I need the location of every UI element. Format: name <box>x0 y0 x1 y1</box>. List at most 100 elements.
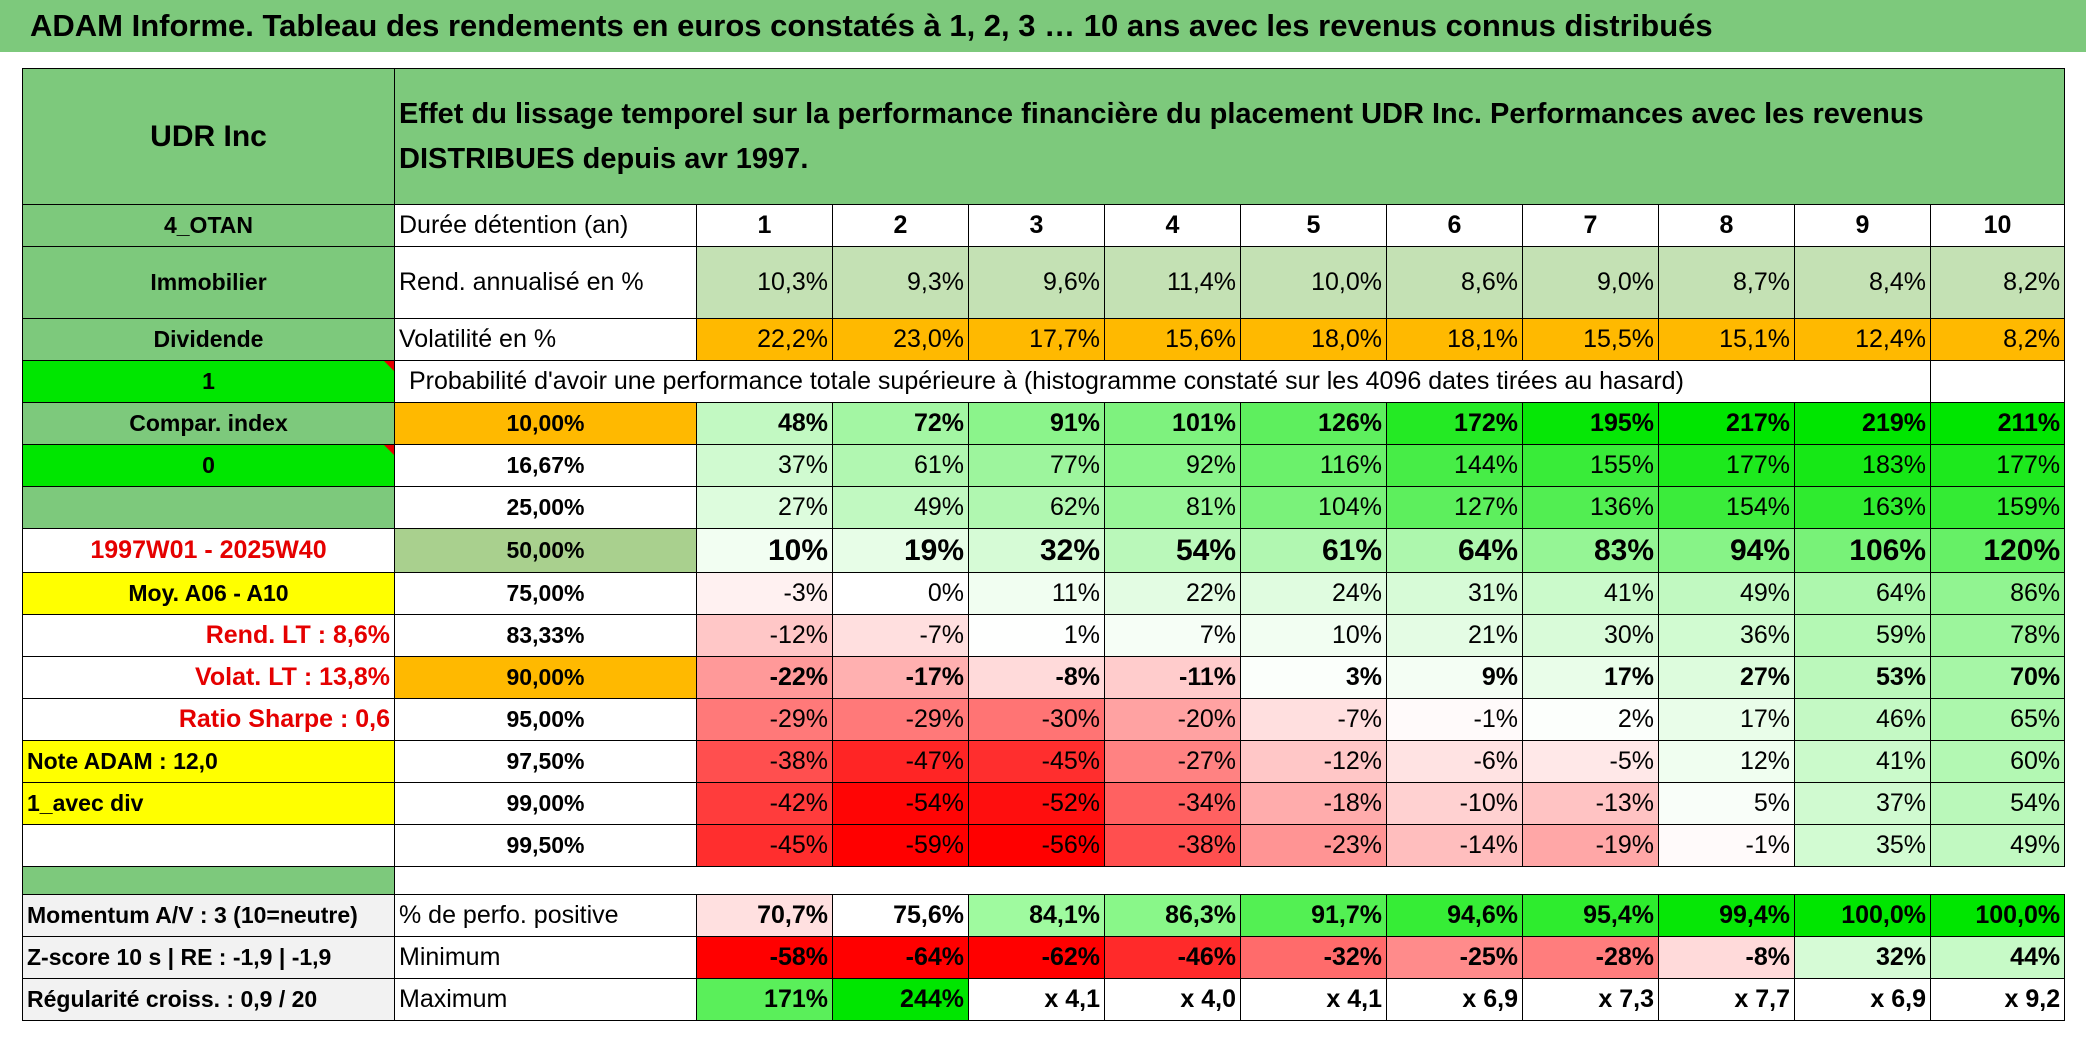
prob-cell: 136% <box>1522 486 1659 529</box>
prob-cell: 159% <box>1929 486 2066 529</box>
prob-cell: 3% <box>1240 656 1387 699</box>
prob-cell: 21% <box>1386 614 1523 657</box>
duration-header: 3 <box>968 204 1105 247</box>
prob-cell: 106% <box>1794 528 1931 573</box>
prob-level: 50,00% <box>394 528 697 573</box>
stat-cell: x 9,2 <box>1929 978 2066 1021</box>
prob-cell: 163% <box>1794 486 1931 529</box>
prob-cell: 211% <box>1929 402 2066 445</box>
stat-label: Minimum <box>394 936 697 979</box>
stat-cell: 91,7% <box>1240 894 1387 937</box>
prob-cell: 65% <box>1929 698 2066 741</box>
prob-cell: -27% <box>1104 740 1241 783</box>
stat-cell: 94,6% <box>1386 894 1523 937</box>
prob-cell: -7% <box>832 614 969 657</box>
stat-side-label: Z-score 10 s | RE : -1,9 | -1,9 <box>22 936 395 979</box>
prob-cell: 177% <box>1929 444 2066 487</box>
prob-cell: 37% <box>1794 782 1931 825</box>
prob-cell: 172% <box>1386 402 1523 445</box>
vol-cell: 22,2% <box>696 318 833 361</box>
stat-cell: 44% <box>1929 936 2066 979</box>
prob-label: Probabilité d'avoir une performance tota… <box>394 360 1931 403</box>
prob-cell: -19% <box>1522 824 1659 867</box>
prob-cell: 94% <box>1658 528 1795 573</box>
stat-cell: -8% <box>1658 936 1795 979</box>
prob-level: 99,50% <box>394 824 697 867</box>
vol-cell: 18,1% <box>1386 318 1523 361</box>
rend-lt-label: Rend. LT : 8,6% <box>22 614 395 657</box>
spacer-empty <box>395 867 2065 895</box>
prob-cell: 27% <box>696 486 833 529</box>
duration-header: 4 <box>1104 204 1241 247</box>
prob-cell: 101% <box>1104 402 1241 445</box>
stat-cell: 171% <box>696 978 833 1021</box>
prob-cell: -20% <box>1104 698 1241 741</box>
period-label: 1997W01 - 2025W40 <box>22 528 395 573</box>
prob-cell: -1% <box>1386 698 1523 741</box>
prob-cell: 31% <box>1386 572 1523 615</box>
prob-cell: 5% <box>1658 782 1795 825</box>
prob-cell: 144% <box>1386 444 1523 487</box>
prob-cell: 83% <box>1522 528 1659 573</box>
rend-cell: 9,0% <box>1522 246 1659 319</box>
prob-cell: -34% <box>1104 782 1241 825</box>
prob-cell: -30% <box>968 698 1105 741</box>
prob-cell: -38% <box>1104 824 1241 867</box>
sharpe-label: Ratio Sharpe : 0,6 <box>22 698 395 741</box>
vol-cell: 17,7% <box>968 318 1105 361</box>
prob-cell: 35% <box>1794 824 1931 867</box>
prob-cell: 22% <box>1104 572 1241 615</box>
prob-cell: -22% <box>696 656 833 699</box>
stat-cell: -58% <box>696 936 833 979</box>
rend-cell: 8,2% <box>1929 246 2066 319</box>
prob-cell: -1% <box>1658 824 1795 867</box>
spacer-cell <box>22 486 395 529</box>
prob-cell: 62% <box>968 486 1105 529</box>
prob-cell: 59% <box>1794 614 1931 657</box>
prob-cell: -45% <box>968 740 1105 783</box>
flag-2[interactable]: 0 <box>22 444 395 487</box>
duration-header: 10 <box>1929 204 2066 247</box>
vol-cell: 18,0% <box>1240 318 1387 361</box>
prob-cell: 64% <box>1386 528 1523 573</box>
prob-cell: 155% <box>1522 444 1659 487</box>
prob-cell: -45% <box>696 824 833 867</box>
prob-cell: 126% <box>1240 402 1387 445</box>
prob-cell: -11% <box>1104 656 1241 699</box>
prob-cell: 116% <box>1240 444 1387 487</box>
prob-cell: 72% <box>832 402 969 445</box>
duration-header: 1 <box>696 204 833 247</box>
asset-name: UDR Inc <box>22 68 395 205</box>
report-title: ADAM Informe. Tableau des rendements en … <box>0 0 2086 52</box>
prob-level: 95,00% <box>394 698 697 741</box>
vol-cell: 15,1% <box>1658 318 1795 361</box>
stat-cell: 244% <box>832 978 969 1021</box>
stat-cell: 70,7% <box>696 894 833 937</box>
prob-cell: -8% <box>968 656 1105 699</box>
stat-cell: -28% <box>1522 936 1659 979</box>
prob-cell: 104% <box>1240 486 1387 529</box>
prob-cell: 17% <box>1522 656 1659 699</box>
prob-cell: 1% <box>968 614 1105 657</box>
duration-header: 6 <box>1386 204 1523 247</box>
stat-cell: x 6,9 <box>1794 978 1931 1021</box>
flag-1[interactable]: 1 <box>22 360 395 403</box>
prob-cell: -52% <box>968 782 1105 825</box>
prob-cell: -3% <box>696 572 833 615</box>
prob-level: 83,33% <box>394 614 697 657</box>
prob-level: 90,00% <box>394 656 697 699</box>
stat-cell: x 4,1 <box>968 978 1105 1021</box>
prob-cell: 7% <box>1104 614 1241 657</box>
prob-cell: 0% <box>832 572 969 615</box>
prob-cell: 154% <box>1658 486 1795 529</box>
duration-header: 5 <box>1240 204 1387 247</box>
prob-cell: 64% <box>1794 572 1931 615</box>
rend-cell: 10,3% <box>696 246 833 319</box>
stat-cell: -62% <box>968 936 1105 979</box>
prob-cell: -56% <box>968 824 1105 867</box>
stat-cell: -46% <box>1104 936 1241 979</box>
duration-header: 7 <box>1522 204 1659 247</box>
prob-cell: -14% <box>1386 824 1523 867</box>
stat-cell: 95,4% <box>1522 894 1659 937</box>
prob-cell: 19% <box>832 528 969 573</box>
